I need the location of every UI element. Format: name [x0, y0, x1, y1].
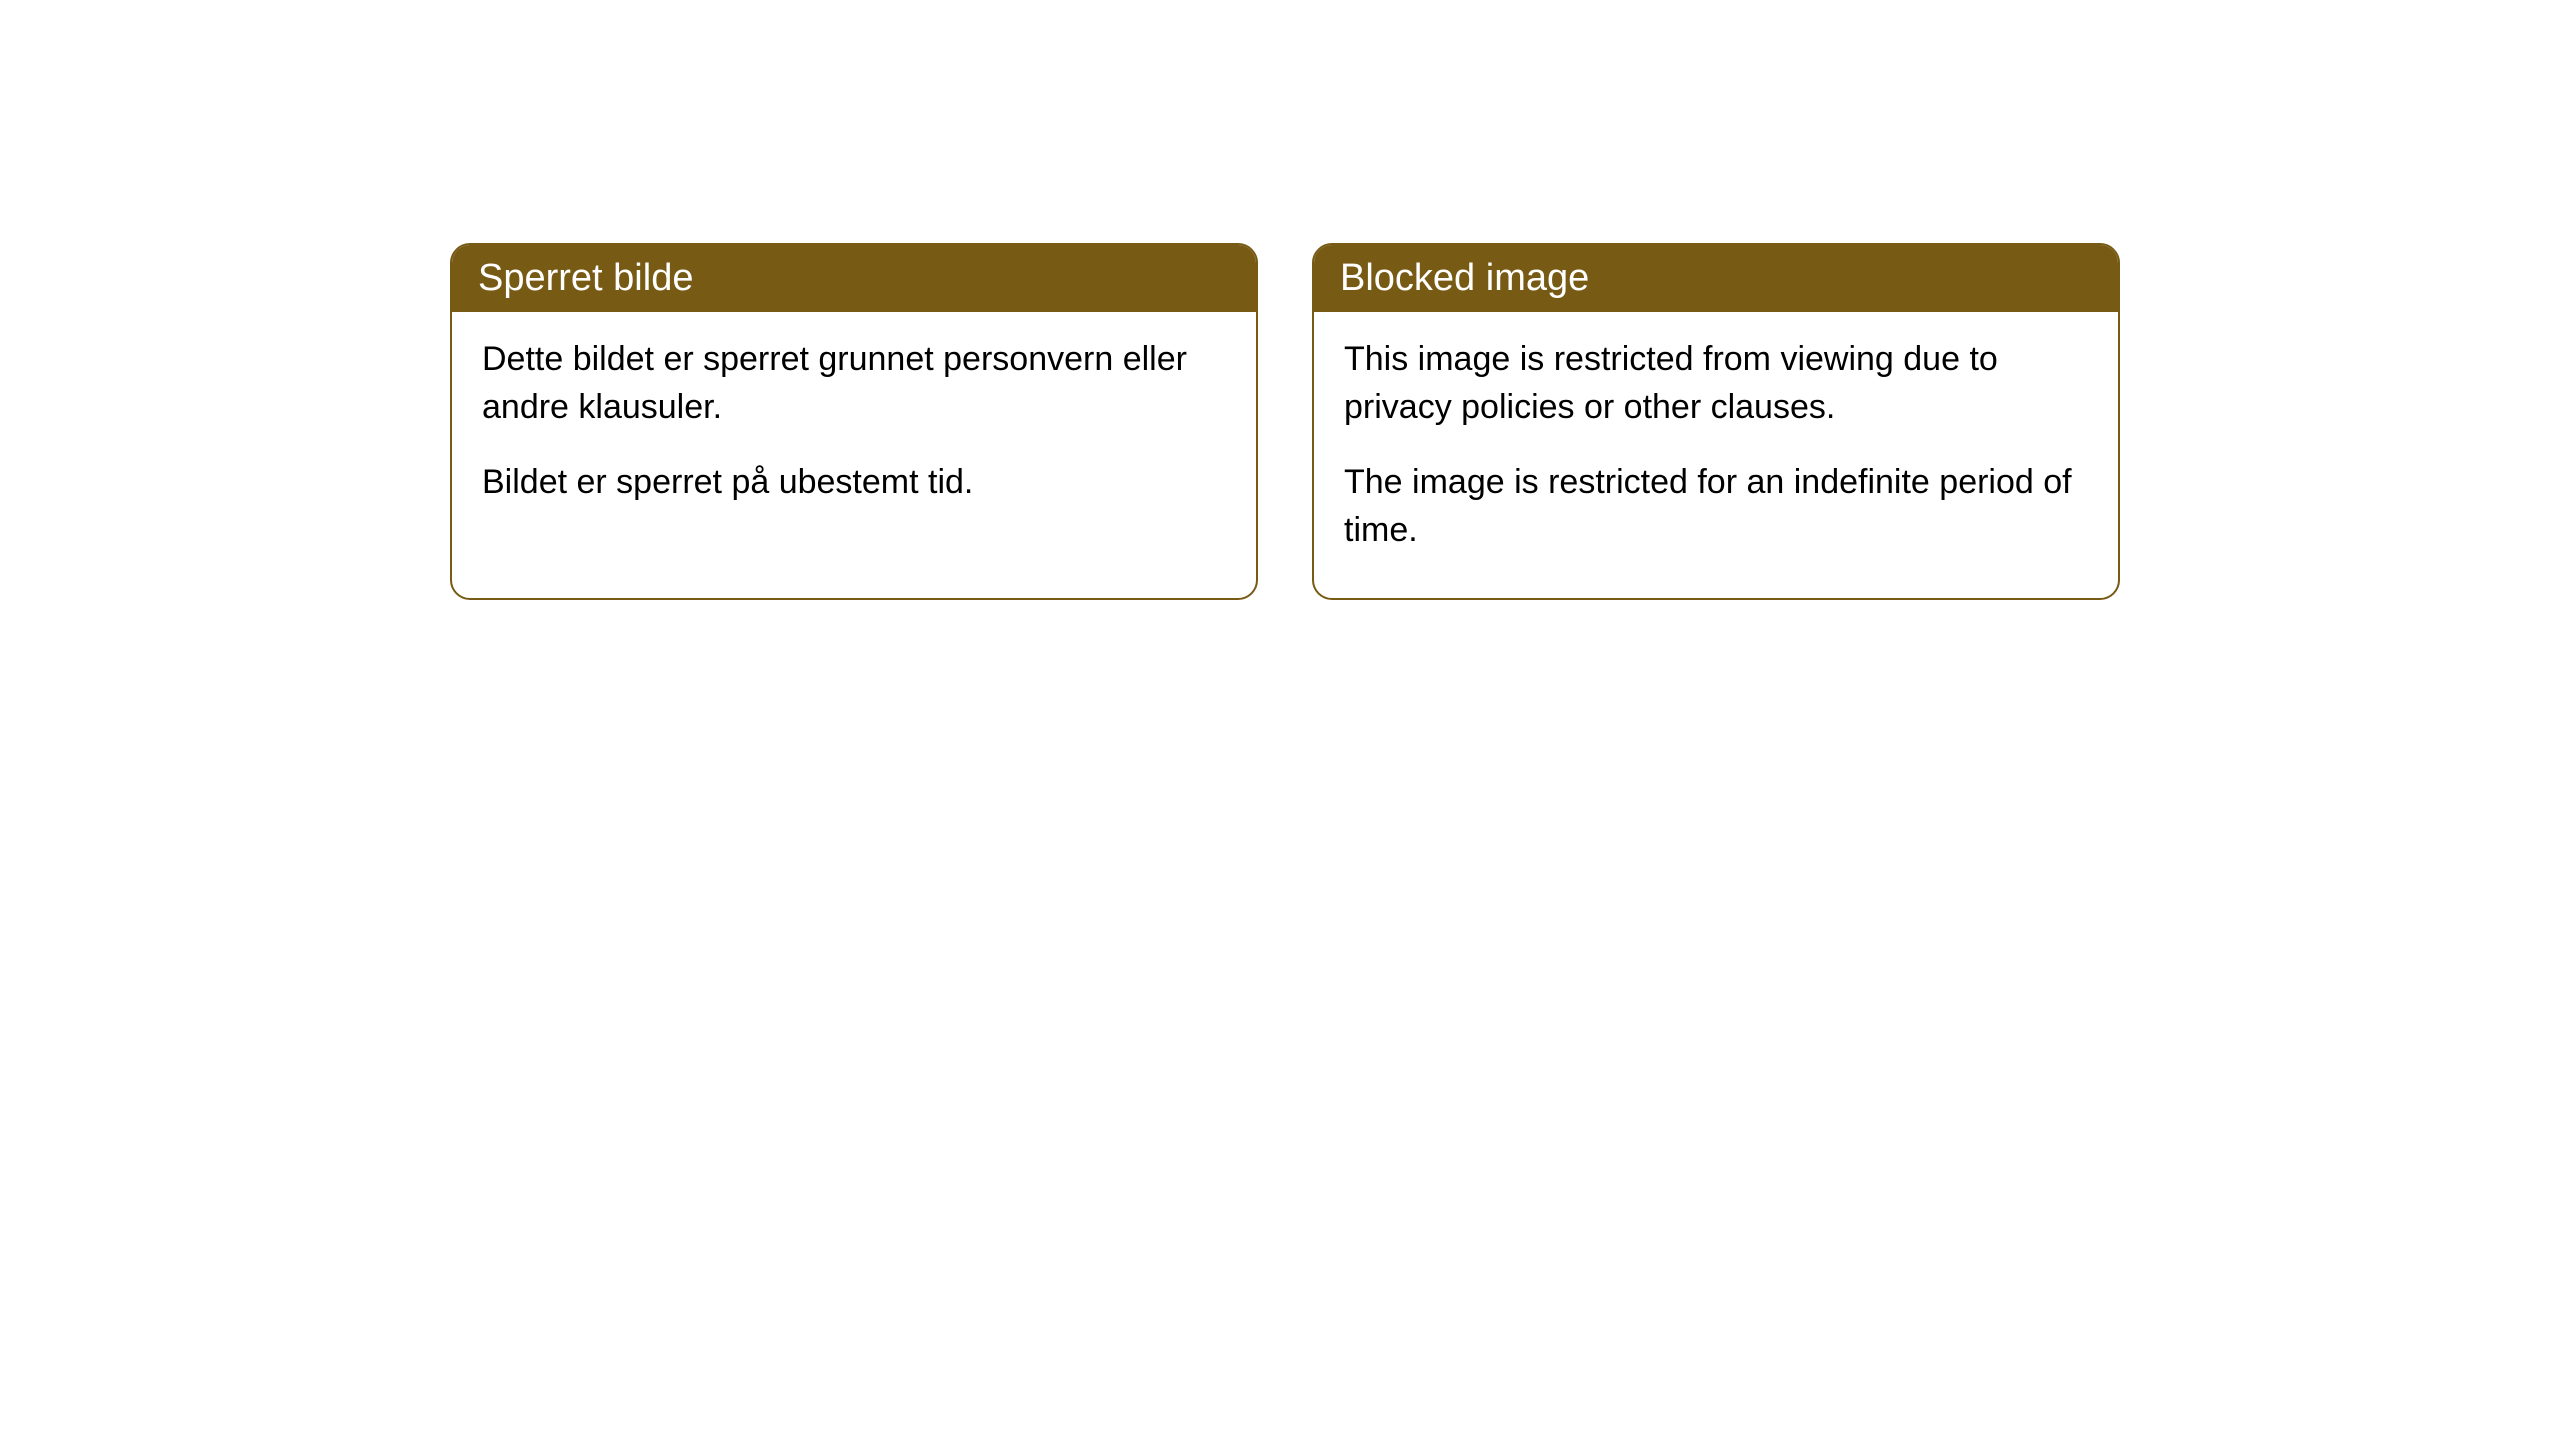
card-paragraph: Bildet er sperret på ubestemt tid.	[482, 459, 1226, 507]
card-paragraph: This image is restricted from viewing du…	[1344, 336, 2088, 431]
cards-container: Sperret bilde Dette bildet er sperret gr…	[0, 0, 2560, 600]
card-header: Blocked image	[1314, 245, 2118, 312]
card-title: Blocked image	[1340, 257, 1589, 299]
blocked-image-card-english: Blocked image This image is restricted f…	[1312, 243, 2120, 600]
card-body: This image is restricted from viewing du…	[1314, 312, 2118, 598]
card-title: Sperret bilde	[478, 257, 693, 299]
card-paragraph: The image is restricted for an indefinit…	[1344, 459, 2088, 554]
card-body: Dette bildet er sperret grunnet personve…	[452, 312, 1256, 551]
card-header: Sperret bilde	[452, 245, 1256, 312]
blocked-image-card-norwegian: Sperret bilde Dette bildet er sperret gr…	[450, 243, 1258, 600]
card-paragraph: Dette bildet er sperret grunnet personve…	[482, 336, 1226, 431]
